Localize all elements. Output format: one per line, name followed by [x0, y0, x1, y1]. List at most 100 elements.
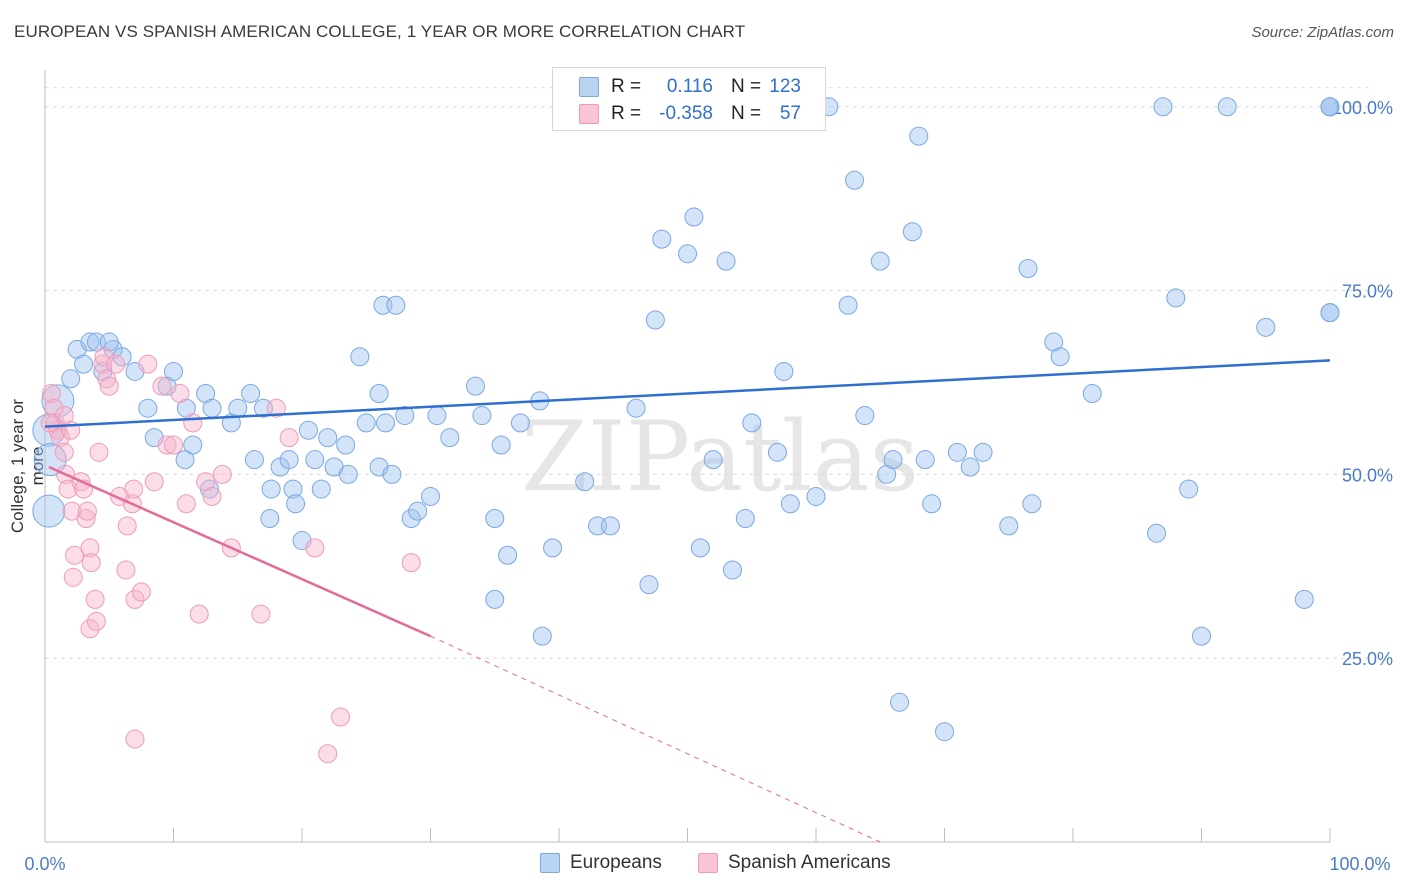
legend-n-value-spanish-americans: 57 [779, 103, 801, 124]
point-europeans [684, 207, 704, 227]
point-europeans [947, 442, 967, 462]
point-europeans [1256, 317, 1276, 337]
chart-source: Source: ZipAtlas.com [1251, 24, 1394, 41]
point-europeans [639, 575, 659, 595]
point-europeans [32, 494, 66, 528]
point-spanish-americans [305, 538, 325, 558]
point-europeans [1166, 288, 1186, 308]
point-spanish-americans [85, 589, 105, 609]
point-europeans [780, 494, 800, 514]
point-europeans [999, 516, 1019, 536]
point-spanish-americans [97, 369, 117, 389]
chart-title: EUROPEAN VS SPANISH AMERICAN COLLEGE, 1 … [14, 22, 746, 41]
point-spanish-americans [106, 354, 126, 374]
point-spanish-americans [89, 442, 109, 462]
y-tick-label: 25.0% [1342, 649, 1393, 669]
point-spanish-americans [331, 707, 351, 727]
point-europeans [298, 420, 318, 440]
point-spanish-americans [117, 516, 137, 536]
point-europeans [408, 501, 428, 521]
point-spanish-americans [76, 508, 96, 528]
point-europeans [652, 229, 672, 249]
point-europeans [1153, 97, 1173, 117]
point-europeans [336, 435, 356, 455]
point-europeans [305, 450, 325, 470]
point-spanish-americans [50, 428, 70, 448]
y-tick-label: 75.0% [1342, 282, 1393, 302]
point-europeans [645, 310, 665, 330]
point-europeans [183, 435, 203, 455]
point-europeans [440, 428, 460, 448]
trend-line-spanish-americans-extrapolated [430, 635, 881, 843]
point-europeans [74, 354, 94, 374]
point-europeans [575, 472, 595, 492]
point-europeans [241, 384, 261, 404]
point-europeans [279, 450, 299, 470]
point-europeans [350, 347, 370, 367]
point-europeans [915, 450, 935, 470]
point-europeans [767, 442, 787, 462]
point-europeans [228, 398, 248, 418]
point-spanish-americans [279, 428, 299, 448]
point-europeans [386, 295, 406, 315]
point-spanish-americans [81, 553, 101, 573]
point-europeans [1294, 589, 1314, 609]
point-spanish-americans [202, 486, 222, 506]
point-europeans [427, 406, 447, 426]
point-spanish-americans [124, 479, 144, 499]
bottom-legend-swatch-europeans [540, 853, 560, 873]
point-europeans [1320, 303, 1340, 323]
point-spanish-americans [54, 442, 74, 462]
point-europeans [244, 450, 264, 470]
point-spanish-americans [183, 413, 203, 433]
point-europeans [690, 538, 710, 558]
y-tick-label: 50.0% [1342, 465, 1393, 485]
point-europeans [138, 398, 158, 418]
legend: R = 0.116 N = 123 R = -0.358 N = 57 [552, 67, 826, 131]
y-tick-label: 100.0% [1332, 98, 1393, 118]
point-spanish-americans [189, 604, 209, 624]
point-spanish-americans [251, 604, 271, 624]
point-europeans [283, 479, 303, 499]
point-europeans [175, 450, 195, 470]
point-europeans [678, 244, 697, 264]
point-europeans [806, 486, 826, 506]
point-europeans [485, 508, 505, 528]
point-europeans [395, 406, 415, 426]
point-spanish-americans [318, 744, 338, 764]
point-europeans [716, 251, 736, 271]
point-europeans [498, 545, 518, 565]
point-europeans [61, 369, 81, 389]
point-europeans [845, 170, 865, 190]
point-europeans [286, 494, 306, 514]
point-europeans [491, 435, 511, 455]
trend-line-spanish-americans [48, 465, 432, 638]
point-europeans [1217, 97, 1237, 117]
point-europeans [1320, 97, 1340, 117]
point-spanish-americans [65, 545, 85, 565]
point-spanish-americans [212, 464, 232, 484]
point-europeans [626, 398, 646, 418]
point-europeans [80, 332, 100, 352]
point-europeans [261, 479, 281, 499]
point-europeans [338, 464, 358, 484]
point-europeans [735, 508, 755, 528]
point-europeans [902, 222, 922, 242]
point-spanish-americans [77, 501, 97, 521]
legend-r-value-europeans: 0.116 [666, 76, 713, 97]
point-spanish-americans [125, 589, 145, 609]
point-europeans [311, 479, 331, 499]
point-europeans [722, 560, 742, 580]
point-europeans [1147, 523, 1167, 543]
point-europeans [600, 516, 620, 536]
point-europeans [421, 486, 440, 506]
point-spanish-americans [170, 384, 190, 404]
legend-r-label: R = [611, 76, 642, 97]
point-europeans [909, 126, 929, 146]
point-europeans [532, 626, 552, 646]
point-europeans [472, 406, 492, 426]
point-europeans [510, 413, 530, 433]
point-europeans [543, 538, 563, 558]
point-europeans [202, 398, 222, 418]
point-europeans [1192, 626, 1211, 646]
